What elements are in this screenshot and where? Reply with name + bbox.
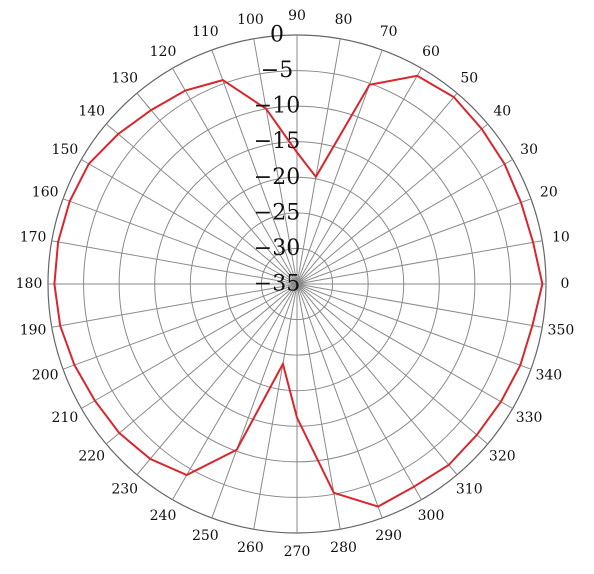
angle-tick-label: 160 xyxy=(32,184,59,200)
radial-tick-label: −35 xyxy=(254,272,300,297)
angle-tick-label: 140 xyxy=(78,104,105,120)
angle-tick-label: 270 xyxy=(284,544,311,560)
angle-tick-label: 150 xyxy=(52,142,79,158)
angle-tick-label: 200 xyxy=(32,368,59,384)
radial-tick-label: −30 xyxy=(254,236,300,261)
angle-tick-label: 120 xyxy=(150,44,177,60)
radial-tick-label: −15 xyxy=(254,129,300,154)
radial-tick-label: 0 xyxy=(270,23,284,48)
angle-tick-label: 260 xyxy=(237,540,264,556)
angle-tick-label: 30 xyxy=(520,142,538,158)
angle-tick-label: 190 xyxy=(20,323,47,339)
angle-tick-label: 0 xyxy=(561,276,570,292)
angle-tick-label: 330 xyxy=(516,410,543,426)
radial-tick-label: −20 xyxy=(254,165,300,190)
angle-tick-label: 60 xyxy=(422,44,440,60)
angle-tick-label: 80 xyxy=(335,12,353,28)
angle-tick-label: 100 xyxy=(237,12,264,28)
angle-tick-label: 240 xyxy=(150,508,177,524)
angle-tick-label: 180 xyxy=(16,276,43,292)
angle-tick-label: 350 xyxy=(548,323,575,339)
angle-tick-label: 90 xyxy=(288,8,306,24)
angle-tick-label: 320 xyxy=(489,448,516,464)
angle-tick-label: 130 xyxy=(111,71,138,87)
angle-tick-label: 250 xyxy=(192,528,219,544)
angle-tick-label: 340 xyxy=(535,368,562,384)
angle-tick-label: 210 xyxy=(52,410,79,426)
angle-tick-label: 170 xyxy=(20,229,47,245)
angle-tick-label: 50 xyxy=(460,71,478,87)
angle-tick-label: 300 xyxy=(418,508,445,524)
radial-tick-label: −5 xyxy=(261,58,293,83)
radial-tick-label: −10 xyxy=(254,94,300,119)
radial-tick-label: −25 xyxy=(254,200,300,225)
angle-tick-label: 10 xyxy=(552,229,570,245)
angle-tick-label: 110 xyxy=(192,24,219,40)
angle-tick-label: 280 xyxy=(330,540,357,556)
angle-tick-label: 310 xyxy=(456,481,483,497)
angle-tick-label: 230 xyxy=(111,481,138,497)
angle-tick-label: 220 xyxy=(78,448,105,464)
angle-tick-label: 70 xyxy=(380,24,398,40)
angle-tick-label: 290 xyxy=(375,528,402,544)
angle-tick-label: 20 xyxy=(540,184,558,200)
angle-tick-label: 40 xyxy=(493,104,511,120)
